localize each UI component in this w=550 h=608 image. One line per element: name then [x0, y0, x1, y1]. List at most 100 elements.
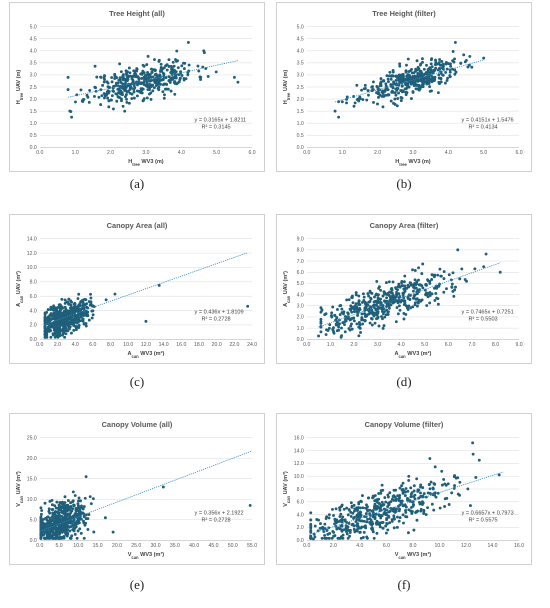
data-point [337, 115, 341, 119]
data-point [114, 92, 118, 96]
data-point [397, 304, 401, 308]
data-point [72, 518, 76, 522]
data-point [125, 100, 129, 104]
data-point [437, 61, 441, 65]
data-point [340, 334, 344, 338]
data-point [396, 312, 400, 316]
data-point [411, 305, 415, 309]
data-point [424, 513, 428, 516]
data-point [373, 499, 377, 503]
data-point [85, 93, 89, 97]
data-point [51, 534, 55, 537]
data-point [369, 297, 373, 301]
data-point [425, 76, 429, 80]
data-point [59, 308, 62, 312]
y-tick-label: 14.0 [294, 448, 304, 454]
data-point [129, 85, 133, 89]
data-point [373, 295, 376, 299]
data-point [58, 505, 62, 509]
data-point [394, 83, 398, 87]
data-point [358, 326, 362, 330]
data-point [352, 316, 356, 320]
data-point [319, 310, 323, 314]
data-point [394, 78, 398, 82]
data-point [355, 322, 359, 326]
y-tick-label: 0.5 [297, 133, 304, 139]
data-point [358, 306, 362, 310]
y-tick-label: 0.5 [30, 133, 37, 139]
data-point [438, 82, 441, 86]
data-point [182, 61, 185, 65]
trendline [44, 252, 248, 326]
data-point [355, 83, 359, 87]
x-tick-label: 6.0 [516, 150, 523, 156]
data-point [363, 319, 367, 323]
data-point [113, 292, 117, 296]
data-point [385, 522, 389, 526]
data-point [386, 88, 390, 92]
data-point [72, 504, 76, 508]
data-point [61, 332, 65, 336]
panel-label-e: (e) [129, 577, 145, 592]
data-point [432, 69, 436, 73]
data-point [343, 330, 347, 334]
data-point [71, 499, 75, 503]
data-point [77, 303, 81, 307]
data-point [127, 66, 131, 70]
data-point [90, 309, 94, 313]
data-point [73, 521, 77, 525]
data-point [358, 530, 362, 534]
data-point [102, 76, 106, 80]
data-point [393, 97, 397, 101]
data-point [353, 304, 357, 308]
data-point [367, 93, 370, 97]
r-squared: R² = 0.2728 [201, 518, 230, 524]
data-point [161, 67, 165, 71]
data-point [399, 74, 403, 78]
data-point [381, 317, 384, 321]
data-point [345, 298, 349, 302]
data-point [452, 475, 456, 479]
data-point [86, 517, 90, 521]
data-point [56, 511, 60, 515]
data-point [79, 88, 83, 92]
data-point [320, 536, 324, 540]
data-point [371, 88, 375, 91]
data-point [382, 290, 386, 294]
data-point [385, 518, 389, 522]
data-point [142, 97, 146, 101]
data-point [48, 517, 52, 520]
data-point [324, 517, 328, 520]
data-point [146, 84, 150, 88]
data-point [371, 494, 375, 498]
data-point [412, 489, 416, 493]
data-point [353, 509, 356, 513]
data-point [397, 509, 401, 513]
data-point [330, 315, 334, 319]
y-tick-label: 4.5 [297, 37, 304, 43]
y-tick-label: 4.5 [30, 37, 37, 43]
data-point [63, 495, 67, 499]
x-axis-title: Acan WV3 (m²) [128, 350, 165, 358]
data-point [440, 469, 444, 473]
data-point [45, 533, 49, 537]
data-point [354, 291, 358, 295]
data-point [50, 508, 54, 511]
data-point [390, 74, 394, 78]
data-point [54, 334, 58, 338]
data-point [438, 506, 442, 510]
data-point [392, 82, 396, 86]
data-point [44, 320, 47, 324]
data-point [353, 310, 357, 313]
data-point [347, 298, 351, 302]
data-point [52, 304, 56, 308]
data-point [362, 519, 366, 523]
y-tick-label: 12.0 [27, 251, 37, 257]
data-point [347, 508, 351, 511]
data-point [447, 503, 451, 506]
data-point [93, 94, 96, 98]
data-point [65, 300, 69, 304]
data-point [65, 528, 69, 532]
data-point [391, 495, 395, 498]
data-point [341, 536, 345, 540]
